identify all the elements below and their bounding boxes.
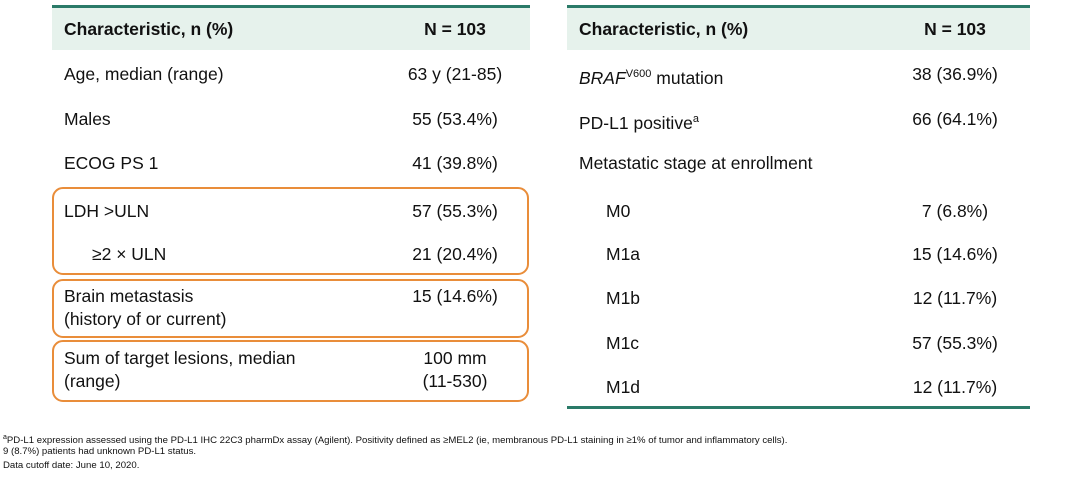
cell: 15 (14.6%) (912, 244, 998, 264)
cell: Males (64, 109, 111, 129)
highlight-box (52, 279, 529, 338)
cell: (11-530) (422, 371, 488, 391)
cell: 63 y (21-85) (407, 64, 503, 84)
footnote: Data cutoff date: June 10, 2020. (3, 460, 140, 471)
cell: ECOG PS 1 (64, 153, 159, 173)
superscript: a (692, 113, 699, 125)
cell: M0 (606, 201, 631, 221)
cell: (range) (64, 371, 121, 391)
text: PD-L1 positive (579, 112, 693, 133)
text: PD-L1 expression assessed using the PD-L… (6, 435, 788, 447)
cell: M1b (606, 288, 641, 308)
cell: LDH >ULN (64, 201, 150, 221)
cell: 100 mm (423, 348, 487, 368)
cell: 38 (36.9%) (912, 64, 998, 84)
table-rule (567, 406, 1030, 409)
cell: M1d (606, 377, 641, 397)
cell: 41 (39.8%) (412, 153, 498, 173)
cell: Sum of target lesions, median (64, 348, 296, 368)
superscript: V600 (625, 68, 652, 80)
text: mutation (656, 67, 724, 88)
cell: 15 (14.6%) (412, 286, 498, 306)
cell: 66 (64.1%) (912, 109, 998, 129)
cell: ≥2 × ULN (92, 244, 167, 264)
cell: (history of or current) (64, 309, 227, 329)
highlight-box (52, 187, 529, 275)
gene: BRAF (579, 67, 626, 88)
cell: 55 (53.4%) (412, 109, 498, 129)
header-bar (567, 5, 1030, 50)
cell: 7 (6.8%) (921, 201, 989, 221)
superscript: a (3, 434, 7, 441)
cell: 12 (11.7%) (912, 288, 998, 308)
header: Characteristic, n (%) (579, 19, 749, 39)
cell: 57 (55.3%) (912, 333, 998, 353)
header: N = 103 (424, 19, 486, 39)
cell: PD-L1 positivea (579, 108, 699, 134)
cell: Brain metastasis (64, 286, 194, 306)
header: Characteristic, n (%) (64, 19, 234, 39)
footnote: aPD-L1 expression assessed using the PD-… (3, 432, 787, 447)
cell: M1a (606, 244, 641, 264)
footnote: 9 (8.7%) patients had unknown PD-L1 stat… (3, 446, 197, 457)
cell: Age, median (range) (64, 64, 224, 84)
cell: Metastatic stage at enrollment (579, 153, 813, 173)
cell: 12 (11.7%) (912, 377, 998, 397)
cell: M1c (606, 333, 640, 353)
header-bar (52, 5, 530, 50)
cell: 57 (55.3%) (412, 201, 498, 221)
cell: 21 (20.4%) (412, 244, 498, 264)
cell: BRAFV600 mutation (579, 63, 723, 89)
header: N = 103 (924, 19, 986, 39)
highlight-box (52, 340, 529, 402)
